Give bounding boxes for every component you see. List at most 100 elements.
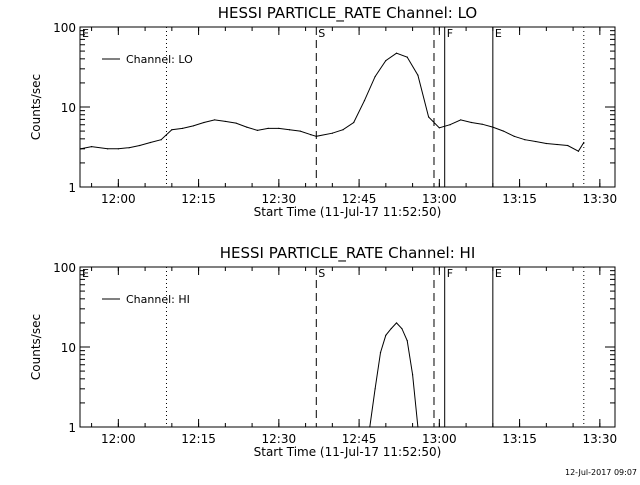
data-point	[149, 141, 152, 144]
data-point	[224, 120, 226, 123]
legend-label: Channel: HI	[126, 293, 190, 306]
y-tick-label: 10	[61, 341, 76, 355]
data-point	[80, 148, 82, 150]
legend-label: Channel: LO	[126, 53, 193, 66]
event-marker-label: E	[495, 27, 502, 40]
footer-timestamp: 12-Jul-2017 09:07	[565, 468, 637, 477]
event-marker-label: E	[495, 267, 502, 280]
data-point	[374, 75, 376, 78]
data-point	[390, 327, 392, 330]
event-marker-label: E	[82, 27, 89, 40]
y-tick-label: 100	[53, 261, 76, 275]
data-point	[481, 123, 483, 125]
data-point	[460, 119, 462, 121]
data-point	[470, 121, 473, 124]
data-point	[502, 130, 505, 132]
event-marker-label: F	[447, 27, 453, 40]
data-point	[342, 129, 344, 131]
data-point	[235, 122, 237, 124]
data-point	[267, 127, 269, 130]
data-point	[139, 144, 141, 147]
x-tick-label: 13:30	[583, 192, 618, 206]
data-point	[310, 134, 312, 136]
data-point	[524, 139, 526, 141]
y-tick-label: 1	[68, 421, 76, 435]
x-axis-label: Start Time (11-Jul-17 11:52:50)	[254, 445, 442, 459]
data-point	[406, 340, 408, 342]
x-tick-label: 13:00	[422, 432, 457, 446]
data-point	[192, 125, 194, 127]
data-point	[411, 374, 414, 376]
data-point	[395, 322, 398, 324]
y-tick-label: 1	[68, 181, 76, 195]
event-marker-label: E	[82, 267, 89, 280]
data-point	[278, 127, 280, 130]
data-point	[379, 352, 382, 354]
plot-frame	[79, 266, 616, 428]
y-tick-label: 10	[61, 101, 76, 115]
chart-title: HESSI PARTICLE_RATE Channel: LO	[218, 4, 477, 23]
x-tick-label: 12:15	[181, 432, 216, 446]
x-tick-label: 12:45	[342, 192, 377, 206]
data-point	[171, 129, 173, 131]
x-tick-label: 12:30	[262, 192, 297, 206]
panel-lo: HESSI PARTICLE_RATE Channel: LO 12:00 12:1…	[29, 4, 617, 219]
data-point	[545, 142, 547, 145]
x-tick-label: 13:30	[583, 432, 618, 446]
data-point	[203, 121, 205, 124]
data-point	[567, 144, 569, 147]
x-tick-label: 13:15	[502, 432, 537, 446]
x-axis-label: Start Time (11-Jul-17 11:52:50)	[254, 205, 442, 219]
data-point	[256, 129, 259, 131]
event-marker-label: S	[318, 27, 325, 40]
event-marker-label: S	[318, 267, 325, 280]
x-tick-label: 12:00	[101, 192, 136, 206]
data-point	[417, 426, 419, 428]
x-tick-label: 13:15	[502, 192, 537, 206]
series-line	[80, 52, 585, 152]
data-point	[385, 60, 387, 62]
y-axis-label: Counts/sec	[29, 314, 43, 380]
series-line	[369, 322, 419, 428]
data-point	[577, 150, 580, 152]
data-point	[385, 334, 387, 336]
data-point	[363, 100, 366, 102]
data-point	[374, 388, 376, 390]
data-point	[369, 426, 371, 428]
data-point	[438, 127, 440, 129]
y-tick-label: 100	[53, 21, 76, 35]
data-point	[401, 327, 403, 330]
data-point	[513, 135, 515, 137]
data-point	[583, 141, 585, 144]
y-axis-label: Counts/sec	[29, 74, 43, 140]
data-point	[128, 147, 130, 149]
data-point	[107, 148, 109, 150]
x-tick-label: 12:30	[262, 432, 297, 446]
x-tick-label: 12:00	[101, 432, 136, 446]
data-point	[181, 127, 184, 130]
x-tick-label: 12:15	[181, 192, 216, 206]
data-point	[406, 56, 408, 58]
data-point	[353, 121, 355, 124]
data-point	[160, 139, 162, 141]
data-point	[449, 124, 451, 126]
data-point	[492, 126, 494, 128]
data-point	[214, 119, 216, 121]
data-point	[417, 74, 419, 76]
data-point	[90, 145, 93, 148]
x-tick-label: 12:45	[342, 432, 377, 446]
plot-frame	[79, 26, 616, 188]
data-point	[117, 148, 119, 150]
data-point	[535, 140, 537, 143]
data-point	[331, 132, 333, 134]
data-point	[315, 135, 317, 137]
data-point	[428, 116, 430, 118]
event-marker-label: F	[447, 267, 453, 280]
x-tick-label: 13:00	[422, 192, 457, 206]
chart-title: HESSI PARTICLE_RATE Channel: HI	[220, 244, 476, 263]
data-point	[299, 130, 301, 132]
data-point	[556, 143, 558, 146]
panel-hi: HESSI PARTICLE_RATE Channel: HI 12:00 12:1…	[29, 244, 617, 459]
data-point	[395, 52, 398, 54]
